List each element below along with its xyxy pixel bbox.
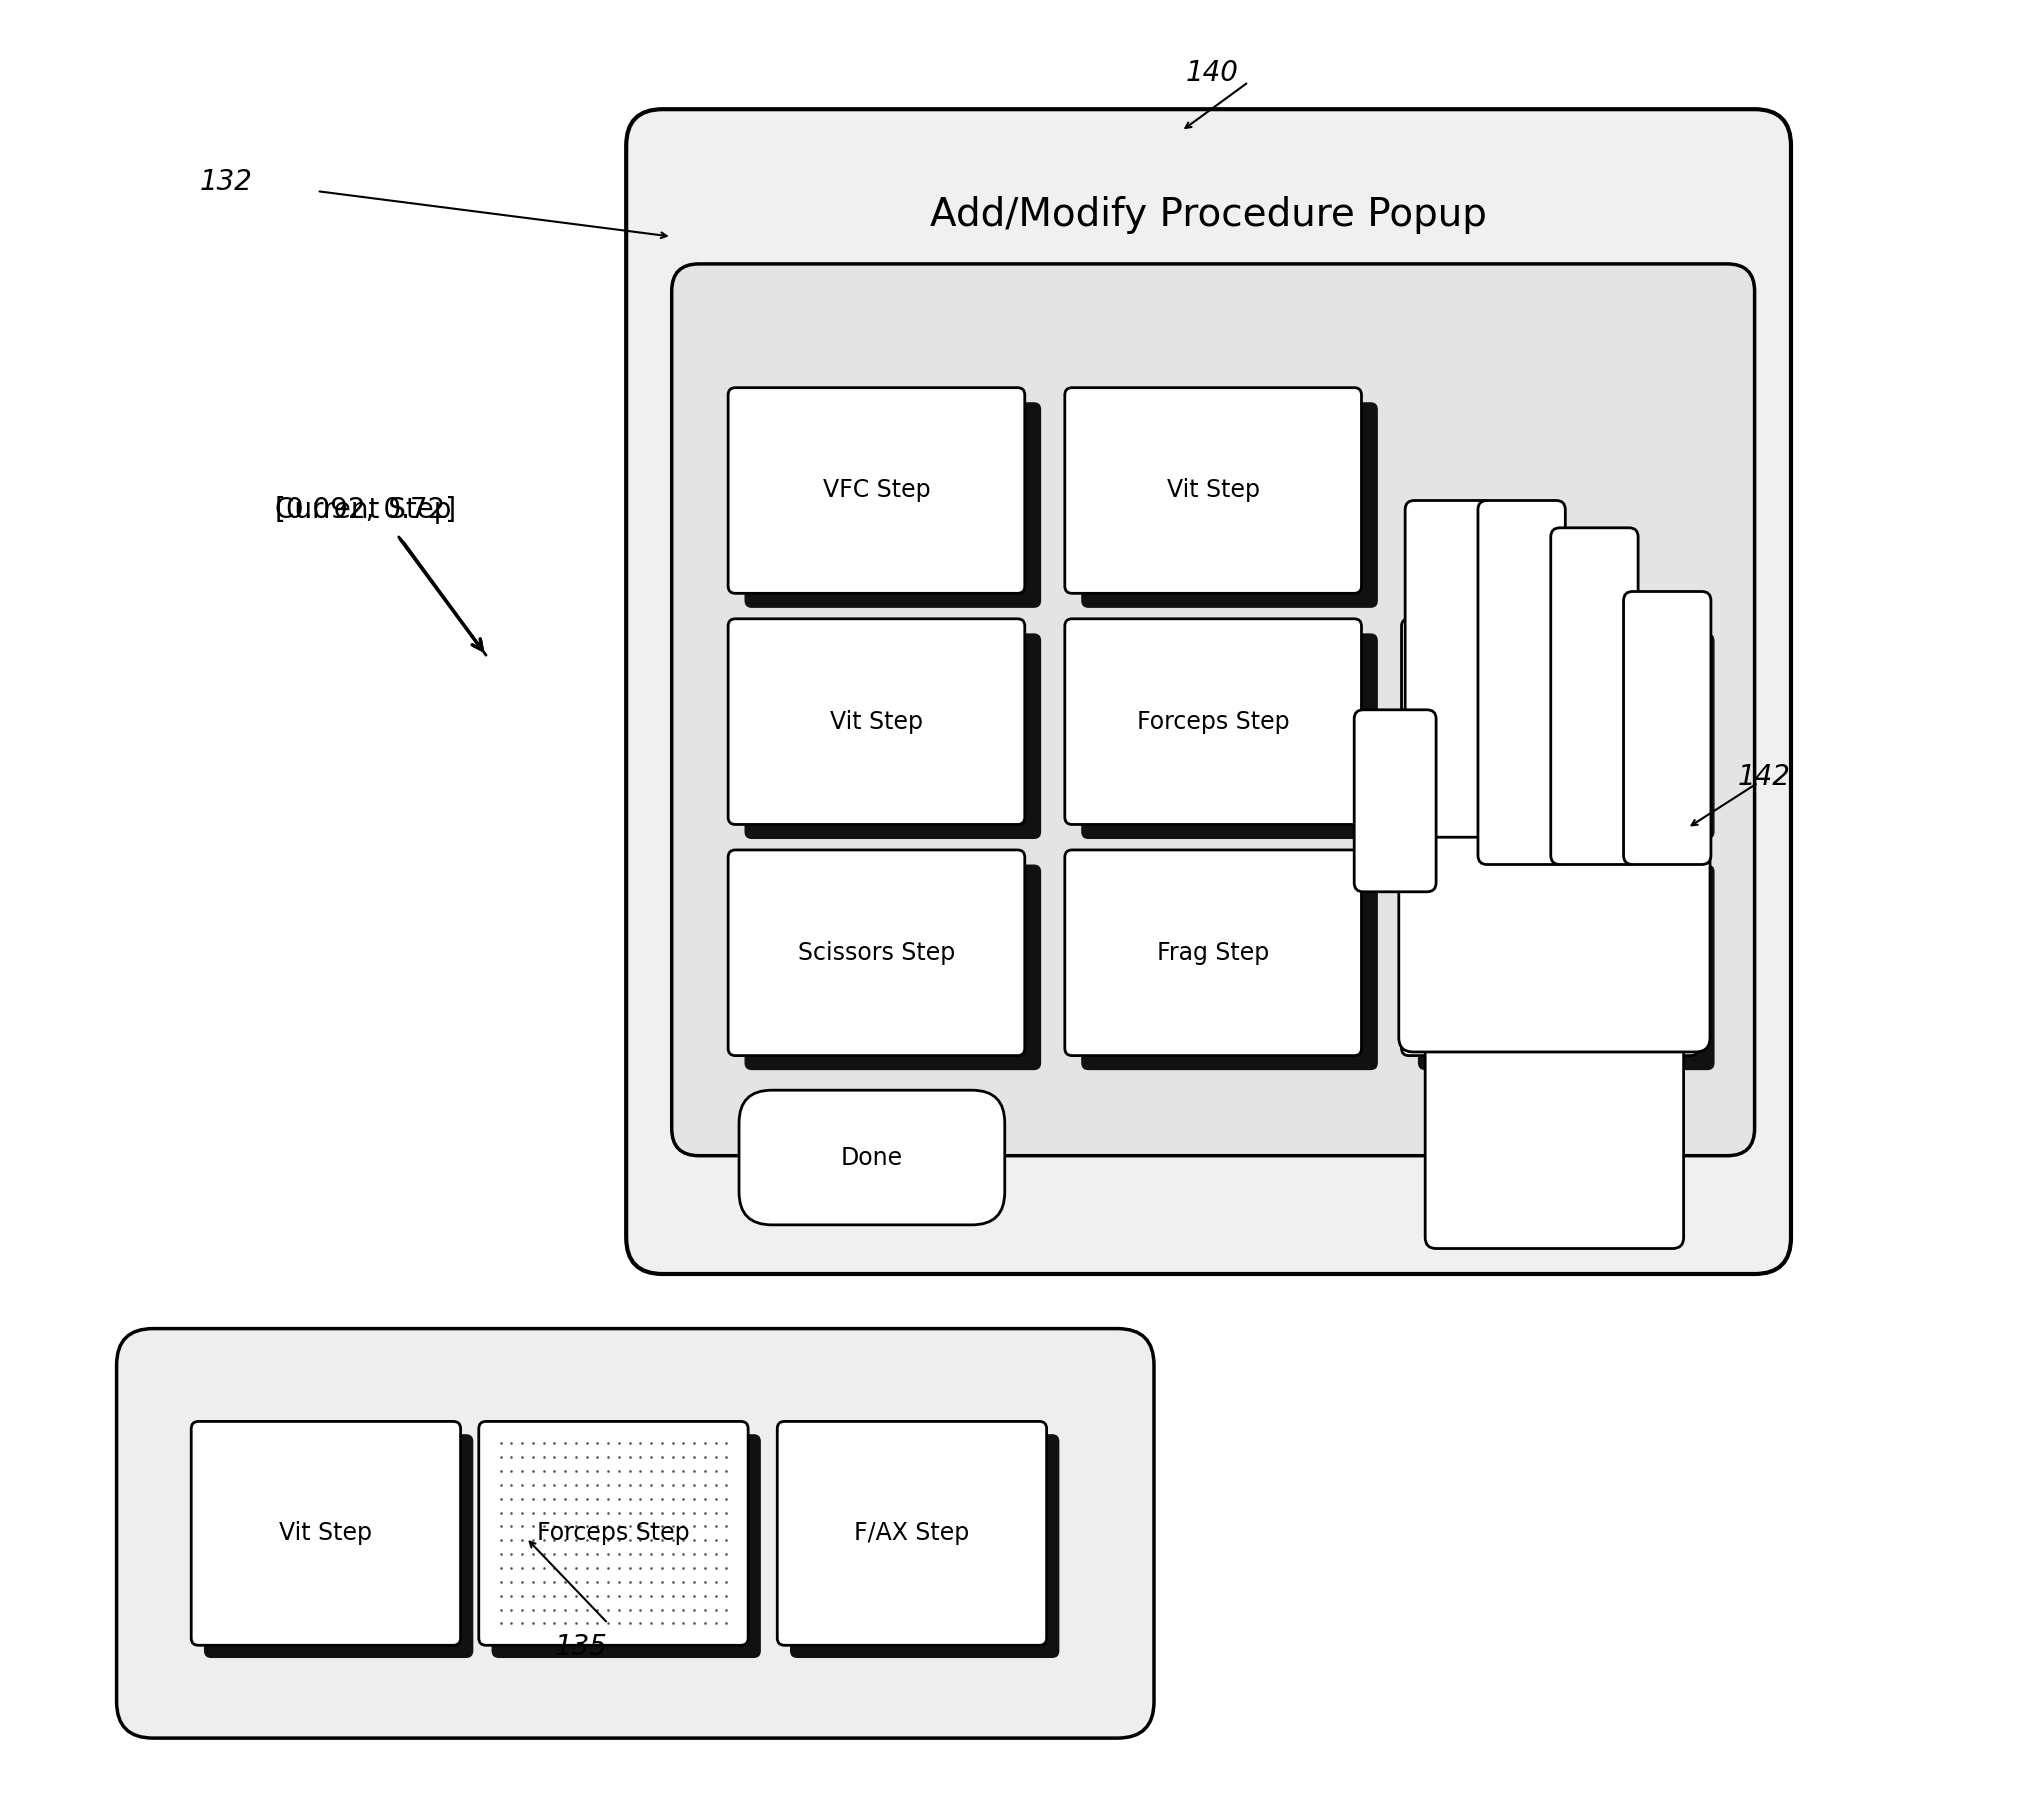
- Text: 140: 140: [1186, 58, 1239, 87]
- FancyBboxPatch shape: [777, 1421, 1046, 1645]
- FancyBboxPatch shape: [1398, 823, 1709, 1052]
- FancyBboxPatch shape: [745, 633, 1042, 839]
- FancyBboxPatch shape: [191, 1421, 460, 1645]
- FancyBboxPatch shape: [1418, 864, 1716, 1070]
- FancyBboxPatch shape: [478, 1421, 749, 1645]
- FancyBboxPatch shape: [1064, 388, 1361, 593]
- Text: Done: Done: [840, 1145, 904, 1170]
- Text: Forceps Step: Forceps Step: [1138, 710, 1290, 733]
- FancyBboxPatch shape: [1418, 633, 1716, 839]
- FancyBboxPatch shape: [1081, 402, 1378, 608]
- FancyBboxPatch shape: [1404, 501, 1492, 837]
- FancyBboxPatch shape: [729, 388, 1026, 593]
- FancyBboxPatch shape: [790, 1434, 1060, 1658]
- Text: 132: 132: [199, 167, 252, 197]
- FancyBboxPatch shape: [492, 1434, 761, 1658]
- Text: 142: 142: [1738, 763, 1791, 792]
- Text: Laser Step: Laser Step: [1488, 941, 1612, 965]
- FancyBboxPatch shape: [745, 864, 1042, 1070]
- Text: 135: 135: [554, 1633, 606, 1662]
- FancyBboxPatch shape: [1064, 619, 1361, 824]
- FancyBboxPatch shape: [1402, 619, 1697, 824]
- Text: F/AX Step: F/AX Step: [855, 1522, 969, 1545]
- Text: Vit Step: Vit Step: [279, 1522, 372, 1545]
- FancyBboxPatch shape: [1353, 710, 1437, 892]
- FancyBboxPatch shape: [672, 264, 1754, 1156]
- FancyBboxPatch shape: [1081, 633, 1378, 839]
- FancyBboxPatch shape: [729, 850, 1026, 1056]
- Text: [0.092, 0.72]: [0.092, 0.72]: [275, 495, 456, 524]
- FancyBboxPatch shape: [116, 1329, 1154, 1738]
- Text: Add/Modify Procedure Popup: Add/Modify Procedure Popup: [930, 197, 1488, 233]
- FancyBboxPatch shape: [1424, 1008, 1683, 1249]
- Text: Vit Step: Vit Step: [830, 710, 924, 733]
- FancyBboxPatch shape: [1551, 528, 1638, 864]
- Text: Scissors Step: Scissors Step: [798, 941, 954, 965]
- FancyBboxPatch shape: [204, 1434, 474, 1658]
- FancyBboxPatch shape: [1402, 850, 1697, 1056]
- Text: F/AX Step: F/AX Step: [1492, 710, 1608, 733]
- Text: Current Step: Current Step: [275, 495, 452, 524]
- Text: Forceps Step: Forceps Step: [537, 1522, 690, 1545]
- FancyBboxPatch shape: [1064, 850, 1361, 1056]
- FancyBboxPatch shape: [1477, 501, 1565, 864]
- FancyBboxPatch shape: [745, 402, 1042, 608]
- Text: VFC Step: VFC Step: [822, 479, 930, 502]
- FancyBboxPatch shape: [1624, 592, 1711, 864]
- FancyBboxPatch shape: [1081, 864, 1378, 1070]
- Text: Frag Step: Frag Step: [1158, 941, 1270, 965]
- FancyBboxPatch shape: [729, 619, 1026, 824]
- FancyBboxPatch shape: [739, 1090, 1005, 1225]
- FancyBboxPatch shape: [627, 109, 1791, 1274]
- Text: Vit Step: Vit Step: [1166, 479, 1260, 502]
